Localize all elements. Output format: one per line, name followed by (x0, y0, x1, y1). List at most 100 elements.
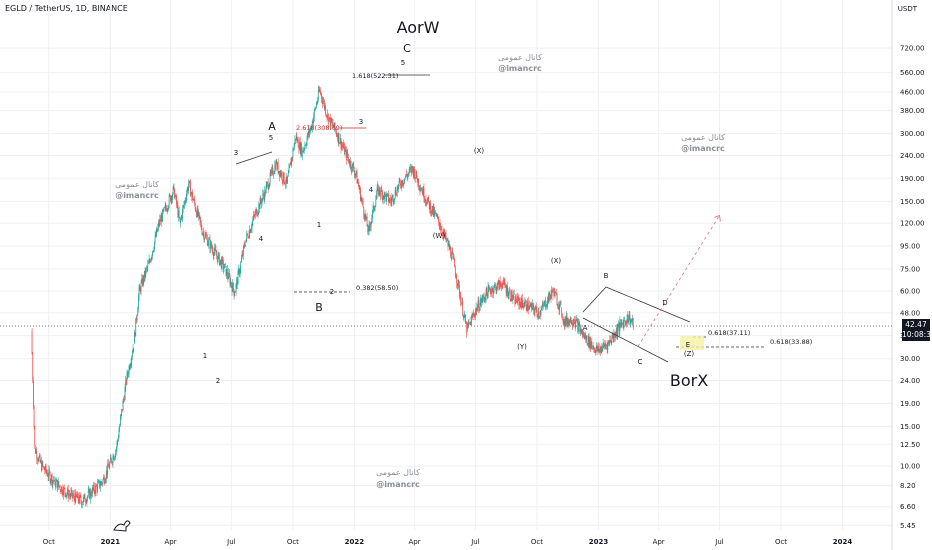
candle-body (489, 287, 490, 289)
candle-body (150, 260, 151, 262)
candle-body (529, 304, 530, 309)
candle-body (491, 290, 492, 294)
candle-body (184, 201, 186, 202)
candle-body (481, 298, 482, 303)
candle-body (632, 318, 634, 328)
candle-body (336, 134, 338, 136)
candle-body (113, 455, 115, 460)
candle-body (225, 269, 227, 276)
candle-body (470, 321, 472, 326)
candle-body (408, 172, 409, 175)
candle-body (294, 138, 296, 145)
candle-body (277, 162, 279, 173)
candle-body (55, 481, 57, 487)
candle-body (623, 320, 625, 329)
candle-body (281, 172, 283, 181)
candle-body (414, 177, 416, 180)
candle-body (209, 238, 211, 250)
candle-body (165, 205, 167, 209)
candle-body (351, 168, 353, 172)
candle-body (588, 336, 590, 348)
candle-body (87, 495, 88, 499)
candle-body (252, 219, 254, 223)
candle-body (37, 459, 38, 460)
candle-body (423, 187, 425, 200)
candle-body (461, 301, 463, 304)
candle-body (99, 485, 101, 488)
candle-body (131, 356, 133, 364)
candle-body (603, 343, 605, 345)
candle-body (232, 282, 234, 292)
candle-body (264, 188, 266, 200)
candle-body (372, 205, 374, 211)
candle-body (231, 285, 233, 292)
candle-body (453, 256, 455, 260)
candle-body (239, 269, 241, 275)
candle-body (216, 254, 218, 257)
candle-body (434, 211, 436, 214)
watermark-1-line1: کانال عمومی (115, 180, 159, 189)
candle-body (273, 172, 275, 174)
candle-body (401, 180, 403, 187)
candle-body (431, 206, 433, 213)
y-tick-label: 60.00 (900, 287, 920, 295)
candle-body (154, 241, 155, 250)
candle-body (80, 496, 82, 502)
watermark-2-line2: @imancrc (498, 64, 542, 73)
y-tick-label: 15.00 (900, 423, 920, 431)
candle-body (151, 256, 153, 258)
candle-body (596, 346, 598, 352)
candle-body (228, 272, 230, 277)
candle-body (360, 198, 362, 201)
candle-body (304, 145, 306, 149)
label-Y: (Y) (517, 343, 527, 351)
candle-body (214, 247, 216, 250)
candle-body (160, 216, 162, 222)
candle-body (254, 215, 256, 217)
candle-body (447, 239, 449, 247)
candle-body (184, 201, 185, 205)
candle-body (203, 232, 205, 240)
candle-body (500, 284, 502, 285)
candle-body (93, 484, 95, 490)
candle-body (36, 451, 38, 460)
candle-body (356, 171, 358, 184)
candle-body (483, 296, 485, 300)
candle-body (530, 304, 532, 305)
candle-body (240, 258, 242, 263)
candle-body (243, 244, 245, 247)
label-AorW: AorW (397, 18, 440, 37)
candle-body (242, 254, 244, 256)
candle-body (385, 194, 387, 201)
candle-body (558, 305, 560, 311)
candle-body (569, 317, 571, 323)
candle-body (40, 461, 42, 462)
candle-body (340, 138, 342, 149)
candle-body (515, 296, 517, 302)
candle-body (190, 182, 191, 197)
candle-body (192, 192, 193, 200)
candle-body (268, 187, 270, 190)
candle-body (365, 213, 367, 219)
candle-body (629, 314, 631, 325)
candle-body (610, 341, 612, 343)
candle-body (370, 226, 371, 228)
candle-body (582, 334, 584, 336)
candle-body (236, 279, 238, 285)
candle-body (204, 238, 206, 240)
candle-body (532, 303, 534, 306)
candle-body (402, 183, 404, 185)
candle-body (337, 133, 339, 142)
candle-body (315, 108, 317, 109)
candle-body (363, 207, 365, 216)
candle-body (594, 350, 596, 353)
candle-body (159, 218, 161, 224)
candle-body (105, 478, 107, 482)
candle-body (618, 323, 619, 328)
candle-body (230, 281, 232, 286)
candle-body (190, 193, 192, 197)
candle-body (171, 196, 173, 200)
candle-body (438, 217, 440, 222)
candle-body (211, 247, 213, 249)
